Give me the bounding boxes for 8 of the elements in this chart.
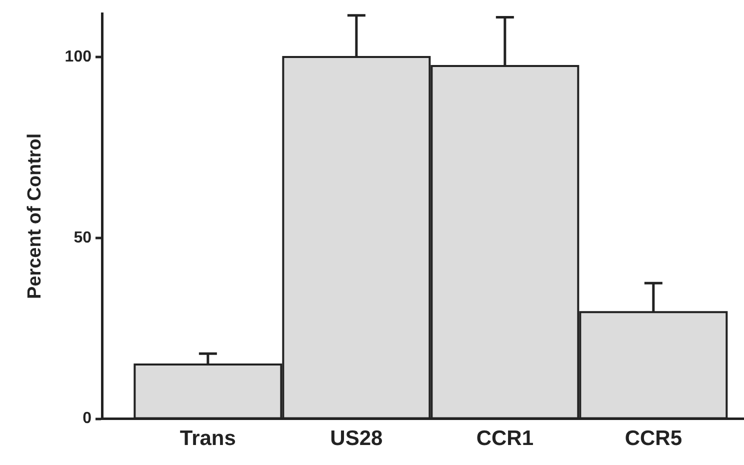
y-tick-label: 100 (64, 48, 92, 66)
x-tick-label: US28 (330, 427, 384, 450)
y-tick-label: 0 (82, 410, 92, 428)
x-tick-label: Trans (180, 427, 236, 450)
y-tick-label: 50 (74, 229, 92, 246)
y-axis-title: Percent of Control (24, 133, 46, 300)
x-tick-label: CCR5 (624, 427, 682, 450)
x-tick-label: CCR1 (476, 427, 534, 450)
